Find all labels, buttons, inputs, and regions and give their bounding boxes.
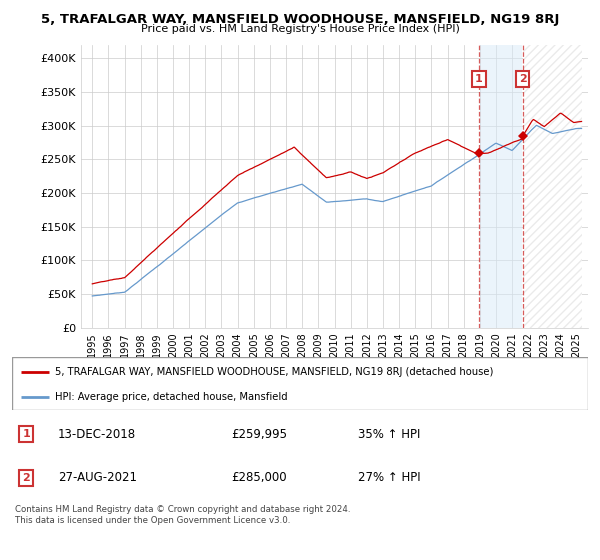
Text: 27-AUG-2021: 27-AUG-2021 [58,472,137,484]
Text: 2: 2 [519,74,526,84]
Text: 2: 2 [23,473,30,483]
Text: 13-DEC-2018: 13-DEC-2018 [58,428,136,441]
Text: £259,995: £259,995 [231,428,287,441]
Text: Contains HM Land Registry data © Crown copyright and database right 2024.
This d: Contains HM Land Registry data © Crown c… [15,505,350,525]
Text: 5, TRAFALGAR WAY, MANSFIELD WOODHOUSE, MANSFIELD, NG19 8RJ (detached house): 5, TRAFALGAR WAY, MANSFIELD WOODHOUSE, M… [55,367,494,377]
Text: 1: 1 [475,74,483,84]
Text: 27% ↑ HPI: 27% ↑ HPI [358,472,420,484]
Text: Price paid vs. HM Land Registry's House Price Index (HPI): Price paid vs. HM Land Registry's House … [140,24,460,34]
Text: HPI: Average price, detached house, Mansfield: HPI: Average price, detached house, Mans… [55,391,288,402]
Text: 1: 1 [23,430,30,440]
Text: 5, TRAFALGAR WAY, MANSFIELD WOODHOUSE, MANSFIELD, NG19 8RJ: 5, TRAFALGAR WAY, MANSFIELD WOODHOUSE, M… [41,13,559,26]
FancyBboxPatch shape [12,357,588,410]
Text: £285,000: £285,000 [231,472,287,484]
Text: 35% ↑ HPI: 35% ↑ HPI [358,428,420,441]
